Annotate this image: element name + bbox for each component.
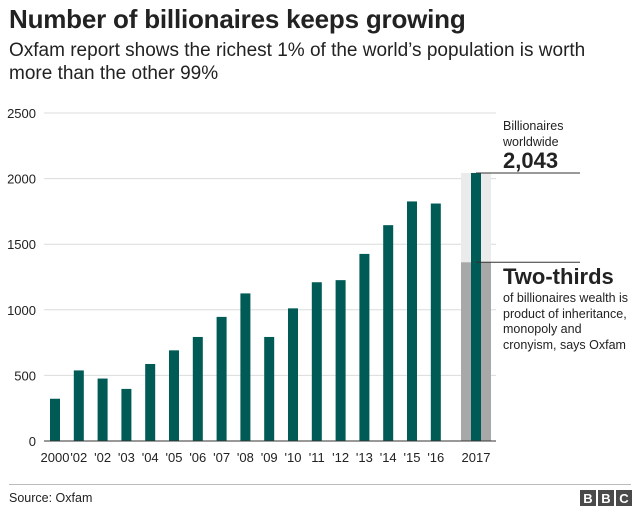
y-tick-label: 0 — [29, 434, 36, 449]
x-tick-label: '05 — [166, 450, 183, 465]
bar-9 — [264, 336, 275, 441]
annotation-leader-lines — [476, 172, 580, 263]
x-tick-label: '14 — [380, 450, 397, 465]
source-label: Source: Oxfam — [9, 491, 93, 505]
bars — [50, 172, 481, 441]
y-tick-label: 1000 — [7, 303, 36, 318]
x-tick-label: '12 — [332, 450, 349, 465]
bar-2 — [97, 378, 108, 441]
bbc-logo-letter-1: B — [580, 490, 596, 506]
x-tick-label: 2017 — [462, 450, 491, 465]
bar-11 — [311, 282, 322, 441]
x-tick-label: '02 — [94, 450, 111, 465]
x-tick-label: '09 — [261, 450, 278, 465]
chart-title: Number of billionaires keeps growing — [9, 4, 466, 34]
bar-12 — [335, 280, 346, 441]
bar-16 — [430, 203, 441, 441]
y-tick-label: 1500 — [7, 237, 36, 252]
bar-4 — [145, 363, 156, 441]
billionaires-total-value: 2,043 — [503, 148, 559, 173]
bbc-logo-letter-2: B — [598, 490, 614, 506]
footer-divider — [9, 484, 631, 485]
bar-3 — [121, 388, 132, 441]
two-thirds-heading: Two-thirds — [503, 264, 614, 289]
bar-8 — [240, 293, 251, 441]
x-tick-label: 2000 — [41, 450, 70, 465]
bar-13 — [359, 253, 370, 441]
x-tick-label: '13 — [356, 450, 373, 465]
two-thirds-description: of billionaires wealth is product of inh… — [503, 291, 629, 352]
x-tick-label: '07 — [213, 450, 230, 465]
x-tick-label: '10 — [285, 450, 302, 465]
bar-17 — [471, 172, 481, 441]
x-tick-label: '16 — [427, 450, 444, 465]
bar-5 — [169, 350, 179, 441]
bar-14 — [383, 225, 394, 441]
x-tick-label: '11 — [309, 450, 325, 465]
x-tick-label: '08 — [237, 450, 254, 465]
x-tick-label: '02 — [70, 450, 87, 465]
y-tick-label: 500 — [14, 368, 36, 383]
x-tick-label: '15 — [404, 450, 421, 465]
bar-1 — [73, 370, 84, 441]
gridlines — [44, 112, 496, 376]
x-tick-label: '03 — [118, 450, 135, 465]
bar-0 — [50, 398, 60, 441]
bbc-logo: B B C — [580, 490, 632, 506]
bar-6 — [192, 336, 203, 441]
bar-15 — [407, 201, 417, 441]
bar-10 — [288, 308, 298, 441]
y-tick-label: 2000 — [7, 172, 36, 187]
y-tick-label: 2500 — [7, 106, 36, 121]
x-tick-label: '04 — [142, 450, 159, 465]
chart-subtitle: Oxfam report shows the richest 1% of the… — [9, 40, 586, 84]
billionaires-worldwide-label: Billionaires worldwide — [503, 119, 564, 149]
x-tick-label: '06 — [189, 450, 206, 465]
bar-7 — [216, 316, 227, 441]
bbc-logo-letter-3: C — [616, 490, 632, 506]
